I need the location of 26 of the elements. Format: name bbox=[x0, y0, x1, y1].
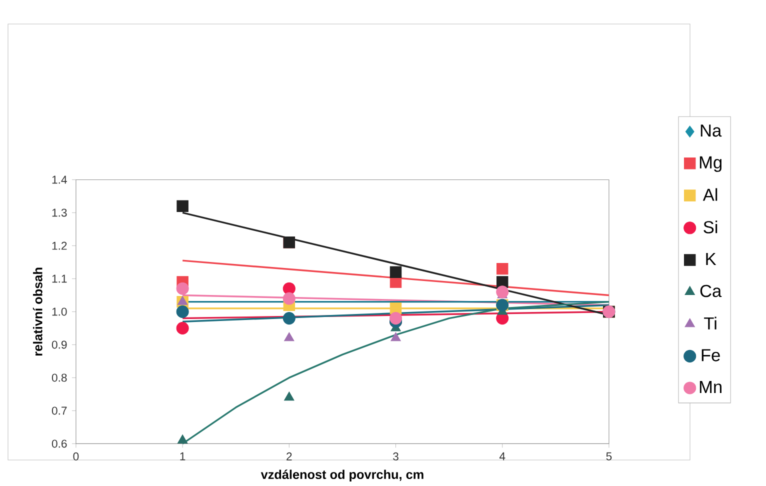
y-tick-label: 1.1 bbox=[52, 274, 67, 283]
x-tick-label: 1 bbox=[180, 452, 186, 460]
legend-label: Mn bbox=[700, 381, 722, 393]
x-tick-label: 2 bbox=[286, 452, 292, 460]
legend-label: Ca bbox=[700, 284, 722, 298]
y-tick-label: 1.4 bbox=[52, 176, 67, 184]
x-tick-label: 3 bbox=[393, 452, 398, 460]
y-tick-label: 1.2 bbox=[52, 242, 67, 250]
y-axis-title: relativní obsah bbox=[32, 268, 42, 356]
y-tick-label: 0.6 bbox=[52, 440, 67, 448]
x-axis-title: vzdálenost od povrchu, cm bbox=[260, 470, 424, 482]
x-tick-label: 4 bbox=[499, 452, 506, 460]
legend-label: Fe bbox=[702, 349, 720, 362]
x-tick-label: 5 bbox=[606, 452, 612, 460]
legend-label: Si bbox=[704, 220, 718, 234]
x-tick-label: 0 bbox=[73, 452, 79, 460]
y-tick-label: 1.3 bbox=[52, 208, 67, 217]
legend-label: Mg bbox=[700, 156, 722, 172]
y-tick-label: 0.7 bbox=[52, 406, 67, 415]
y-tick-label: 0.9 bbox=[52, 340, 67, 349]
legend-label: Al bbox=[702, 188, 718, 201]
legend-label: K bbox=[706, 253, 716, 265]
legend-label: Ti bbox=[704, 316, 716, 330]
y-tick-label: 1.0 bbox=[52, 308, 67, 316]
y-tick-label: 0.8 bbox=[52, 374, 67, 382]
legend-label: Na bbox=[700, 124, 722, 137]
